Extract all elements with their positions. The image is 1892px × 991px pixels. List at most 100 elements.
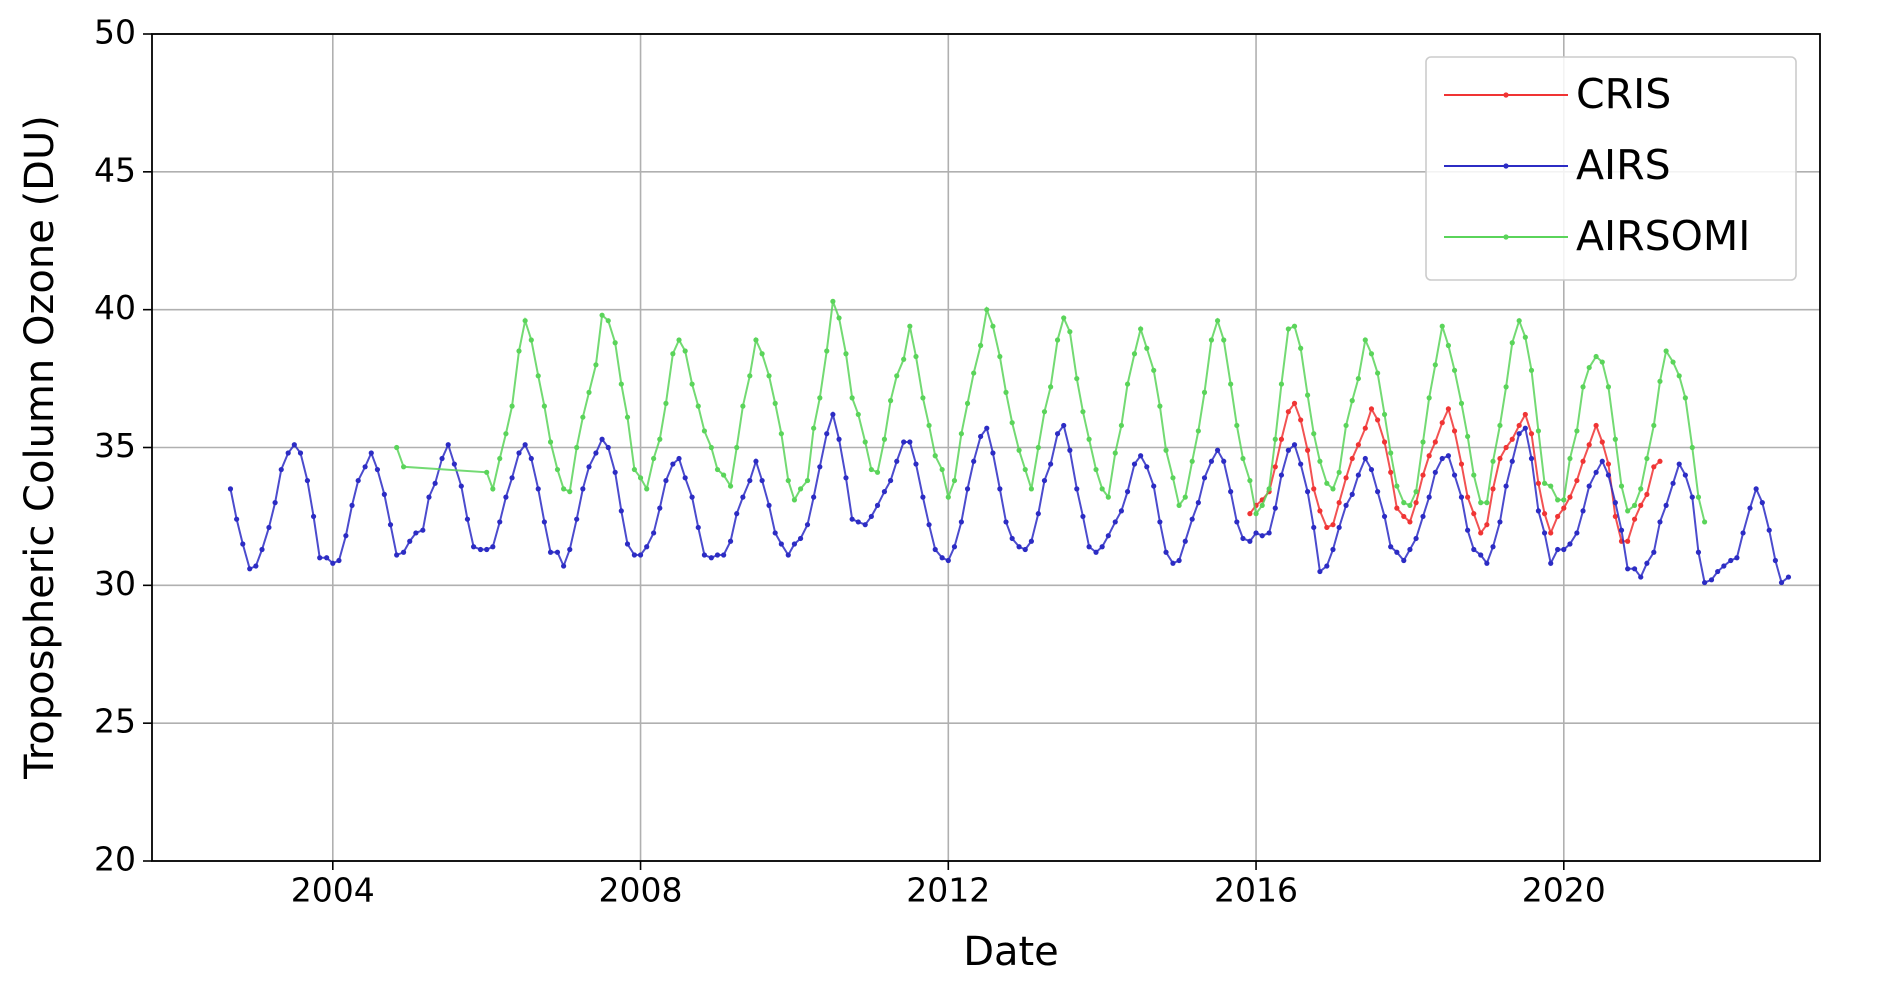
point — [1375, 370, 1381, 376]
point — [1541, 530, 1548, 536]
point — [759, 477, 765, 484]
point — [1054, 431, 1061, 437]
point — [1734, 555, 1740, 561]
point — [644, 486, 650, 492]
point — [1124, 381, 1131, 387]
point — [907, 439, 913, 445]
point — [297, 450, 304, 456]
point — [1381, 513, 1388, 520]
series — [394, 298, 1708, 525]
point — [1631, 502, 1638, 508]
point — [721, 472, 727, 478]
point — [1701, 579, 1708, 586]
point — [1740, 530, 1746, 536]
point — [817, 464, 823, 470]
point — [1259, 502, 1265, 508]
point — [1247, 511, 1253, 517]
point — [612, 340, 618, 346]
point — [227, 486, 234, 492]
y-tick-label: 30 — [94, 564, 136, 603]
point — [1163, 549, 1169, 555]
point — [1394, 505, 1400, 511]
point — [1695, 549, 1702, 555]
point — [1509, 436, 1515, 442]
point — [1317, 508, 1323, 514]
y-tick-label: 20 — [94, 840, 136, 879]
point — [1432, 469, 1438, 475]
point — [1208, 337, 1215, 343]
point — [599, 436, 605, 442]
point — [753, 337, 759, 343]
point — [862, 522, 868, 528]
point — [1644, 491, 1650, 497]
point — [1343, 502, 1349, 508]
point — [304, 477, 311, 484]
point — [586, 464, 592, 470]
point — [637, 475, 644, 481]
point — [1221, 458, 1227, 464]
point — [797, 486, 804, 492]
point — [1375, 417, 1381, 423]
point — [1605, 472, 1612, 478]
point — [561, 486, 567, 492]
point — [1112, 450, 1118, 456]
point — [413, 530, 419, 536]
point — [484, 469, 490, 475]
point — [817, 395, 823, 401]
point — [855, 411, 861, 418]
point — [1599, 439, 1605, 445]
point — [1189, 516, 1195, 522]
point — [714, 466, 721, 473]
point — [689, 494, 695, 500]
point — [1375, 489, 1381, 495]
point — [766, 373, 772, 379]
point — [451, 461, 457, 467]
point — [1016, 447, 1022, 453]
point — [593, 362, 599, 368]
point — [1785, 574, 1792, 580]
point — [567, 546, 573, 553]
point — [1388, 450, 1394, 456]
point — [1426, 453, 1432, 459]
point — [1599, 359, 1605, 365]
point — [535, 373, 541, 379]
point — [1304, 489, 1311, 495]
point — [1574, 477, 1580, 484]
point — [1471, 472, 1477, 478]
point — [1349, 455, 1355, 462]
point — [234, 516, 240, 522]
point — [1272, 464, 1278, 470]
point — [1362, 425, 1368, 431]
point — [1593, 353, 1599, 360]
point — [772, 530, 778, 536]
legend-frame — [1425, 56, 1797, 281]
point — [1580, 458, 1586, 464]
point — [753, 458, 759, 464]
point — [791, 497, 798, 503]
point — [1003, 519, 1009, 525]
point — [1644, 560, 1650, 566]
point — [811, 494, 817, 500]
point — [951, 477, 958, 484]
point — [1195, 500, 1201, 506]
point — [343, 533, 349, 539]
point — [1099, 544, 1105, 550]
point — [1484, 560, 1490, 566]
point — [580, 414, 586, 420]
point — [887, 398, 894, 404]
x-axis-label: Date — [963, 929, 1059, 975]
point — [1362, 337, 1368, 343]
point — [747, 477, 753, 484]
point — [1465, 494, 1471, 500]
point — [247, 566, 253, 572]
point — [1138, 326, 1144, 332]
point — [1381, 411, 1388, 418]
point — [503, 494, 509, 500]
point — [1670, 359, 1676, 365]
point — [1728, 557, 1734, 564]
point — [797, 535, 804, 542]
point — [990, 450, 996, 456]
point — [1420, 472, 1426, 478]
point — [1330, 546, 1336, 553]
